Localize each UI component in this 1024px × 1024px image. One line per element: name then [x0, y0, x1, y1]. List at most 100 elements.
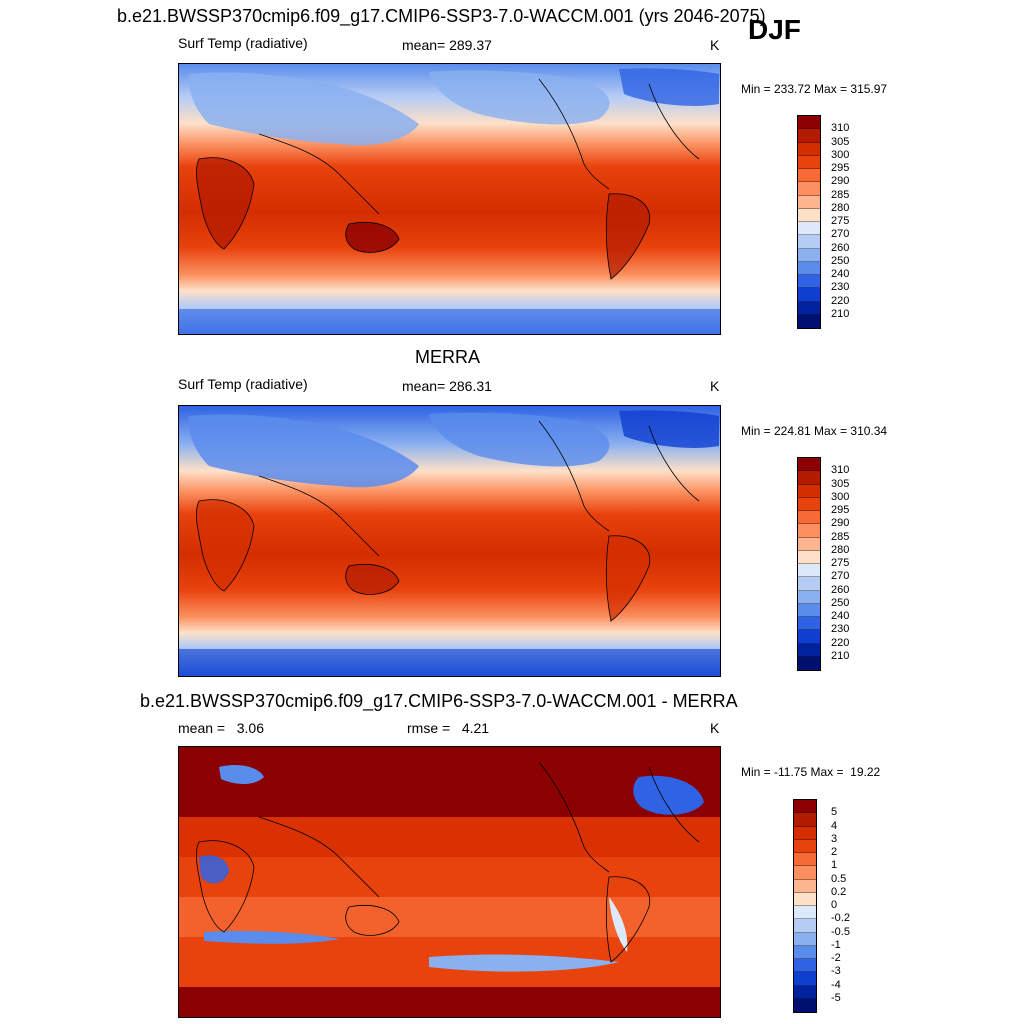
colorbar-swatch [794, 853, 816, 867]
panel-diff-map [178, 746, 721, 1018]
colorbar-tick-label: 305 [831, 135, 850, 148]
colorbar-tick-label: 300 [831, 148, 850, 161]
panel-model-mean: mean= 289.37 [402, 37, 492, 53]
panel-model-minmax: Min = 233.72 Max = 315.97 [741, 82, 888, 96]
colorbar-swatch [798, 590, 820, 604]
colorbar-tick-label: 210 [831, 649, 850, 662]
colorbar-tick-label: 295 [831, 162, 850, 174]
colorbar-tick-label: 280 [831, 201, 850, 214]
panel-obs-colorbar [797, 457, 821, 671]
colorbar-swatch [798, 129, 820, 143]
panel-obs-title: MERRA [415, 347, 481, 367]
colorbar-tick-label: 275 [831, 215, 850, 227]
colorbar-tick-label: 295 [831, 504, 850, 516]
panel-obs-map-field [179, 406, 720, 676]
colorbar-swatch [794, 826, 816, 840]
colorbar-swatch [798, 208, 820, 222]
colorbar-swatch [798, 314, 820, 328]
colorbar-tick-label: -0.5 [831, 925, 850, 938]
colorbar-swatch [794, 945, 816, 959]
colorbar-swatch [794, 985, 816, 999]
colorbar-swatch [798, 142, 820, 156]
colorbar-tick-label: 285 [831, 188, 850, 201]
colorbar-tick-label: 310 [831, 122, 850, 135]
colorbar-swatch [798, 288, 820, 302]
colorbar-swatch [798, 484, 820, 498]
colorbar-swatch [798, 169, 820, 183]
colorbar-tick-label: -1 [831, 938, 841, 951]
colorbar-tick-label: -3 [831, 965, 841, 978]
colorbar-tick-label: -2 [831, 952, 841, 964]
colorbar-tick-label: 5 [831, 806, 838, 819]
colorbar-swatch [798, 511, 820, 525]
colorbar-tick-label: -4 [831, 978, 841, 991]
colorbar-swatch [798, 471, 820, 485]
panel-model-variable: Surf Temp (radiative) [178, 35, 308, 51]
colorbar-tick-label: 275 [831, 557, 850, 569]
panel-diff-map-field [179, 747, 720, 1017]
colorbar-tick-label: 250 [831, 596, 850, 609]
colorbar-tick-label: 250 [831, 254, 850, 267]
colorbar-tick-label: 270 [831, 228, 850, 241]
colorbar-tick-label: 305 [831, 477, 850, 490]
panel-model-units: K [710, 37, 720, 53]
panel-diff-minmax: Min = -11.75 Max = 19.22 [741, 765, 881, 779]
colorbar-swatch [798, 275, 820, 289]
colorbar-swatch [794, 879, 816, 893]
colorbar-swatch [798, 155, 820, 169]
panel-model-map [178, 63, 721, 335]
colorbar-swatch [798, 524, 820, 538]
colorbar-tick-label: 290 [831, 175, 850, 188]
colorbar-swatch [794, 839, 816, 853]
colorbar-swatch [798, 182, 820, 196]
colorbar-swatch [794, 892, 816, 906]
colorbar-tick-label: 285 [831, 530, 850, 543]
colorbar-tick-label: 230 [831, 623, 850, 636]
colorbar-swatch [798, 537, 820, 551]
colorbar-tick-label: 0.2 [831, 885, 847, 898]
panel-diff-mean: mean = 3.06 [178, 720, 265, 736]
season-label: DJF [748, 14, 801, 45]
colorbar-tick-label: 310 [831, 464, 850, 477]
colorbar-swatch [798, 643, 820, 657]
colorbar-tick-label: 260 [831, 241, 850, 254]
colorbar-swatch [798, 656, 820, 670]
colorbar-swatch [798, 222, 820, 236]
colorbar-tick-label: 240 [831, 610, 850, 622]
colorbar-swatch [798, 301, 820, 315]
colorbar-swatch [794, 998, 816, 1012]
colorbar-tick-label: 260 [831, 583, 850, 596]
colorbar-swatch [798, 564, 820, 578]
colorbar-tick-label: 220 [831, 636, 850, 649]
panel-obs-units: K [710, 378, 720, 394]
colorbar-tick-label: 4 [831, 819, 838, 832]
colorbar-swatch [798, 577, 820, 591]
panel-model-map-field [179, 64, 720, 334]
colorbar-swatch [798, 116, 820, 130]
colorbar-tick-label: -0.2 [831, 912, 850, 925]
colorbar-tick-label: -5 [831, 991, 841, 1004]
colorbar-swatch [798, 630, 820, 644]
colorbar-swatch [798, 261, 820, 275]
colorbar-swatch [794, 972, 816, 986]
panel-obs-mean: mean= 286.31 [402, 378, 492, 394]
colorbar-tick-label: 2 [831, 846, 838, 858]
panel-diff-rmse: rmse = 4.21 [407, 720, 490, 736]
colorbar-tick-label: 1 [831, 859, 838, 872]
colorbar-swatch [798, 550, 820, 564]
colorbar-tick-label: 300 [831, 490, 850, 503]
colorbar-swatch [794, 932, 816, 946]
colorbar-swatch [798, 235, 820, 249]
panel-obs-map [178, 405, 721, 677]
colorbar-swatch [798, 458, 820, 472]
colorbar-tick-label: 230 [831, 281, 850, 294]
colorbar-swatch [794, 813, 816, 827]
panel-diff-units: K [710, 720, 720, 736]
colorbar-swatch [798, 603, 820, 617]
colorbar-tick-label: 270 [831, 570, 850, 583]
colorbar-tick-label: 210 [831, 307, 850, 320]
colorbar-swatch [794, 919, 816, 933]
panel-model-colorbar [797, 115, 821, 329]
colorbar-tick-label: 290 [831, 517, 850, 530]
colorbar-swatch [798, 617, 820, 631]
